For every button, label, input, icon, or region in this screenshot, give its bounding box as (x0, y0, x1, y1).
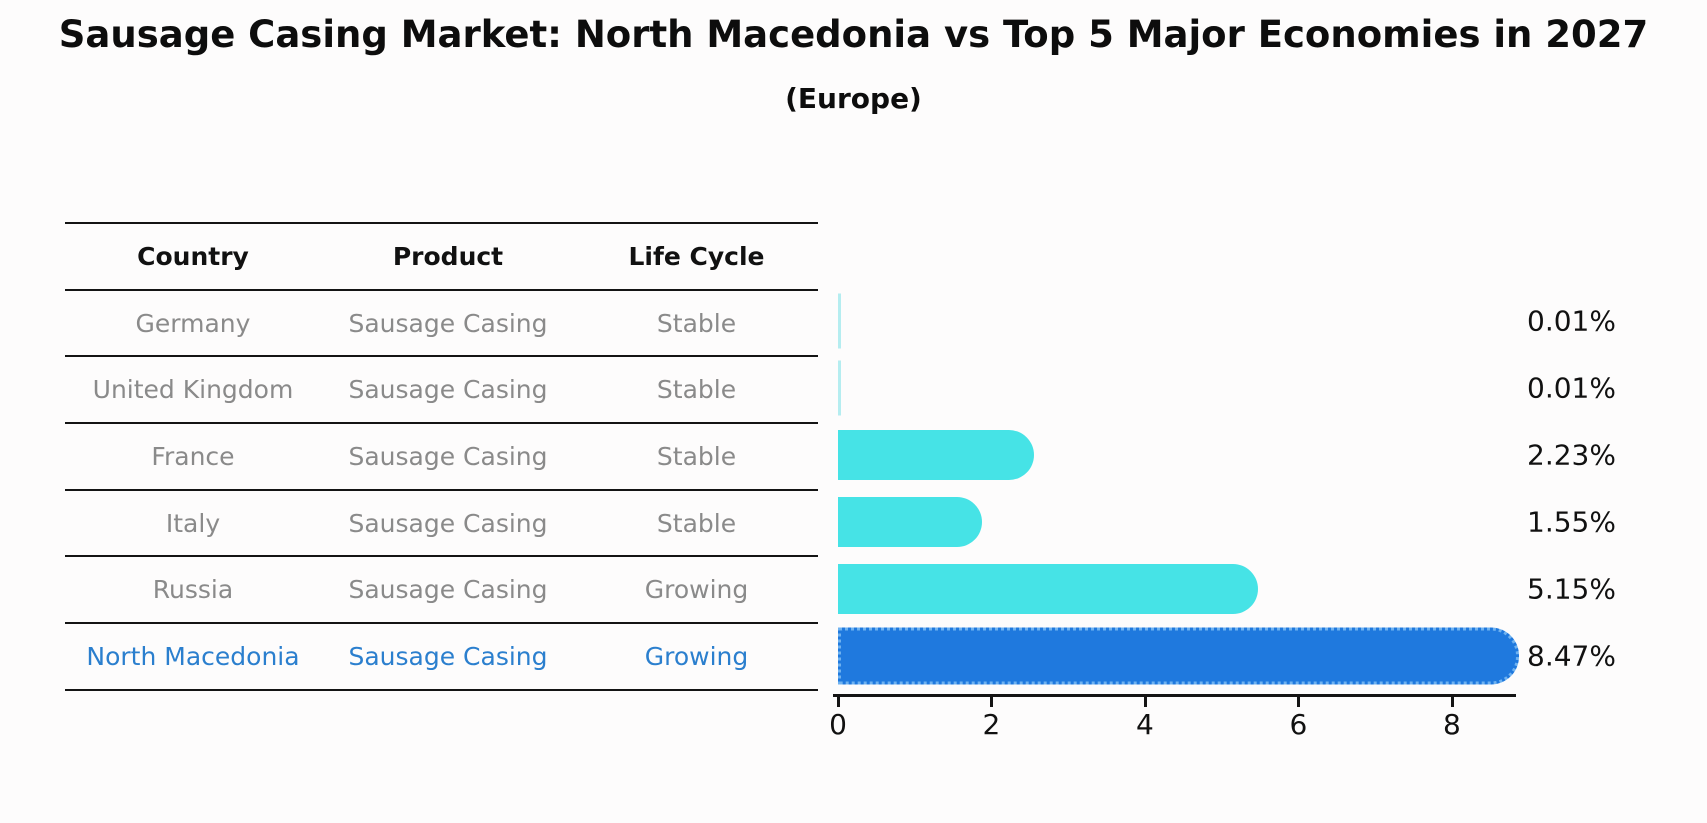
table-row-germany: Germany Sausage Casing Stable (65, 291, 818, 358)
cell-country: North Macedonia (86, 641, 300, 671)
bar-north-macedonia (838, 627, 1519, 685)
cell-life-cycle: Stable (656, 441, 737, 471)
table-row-france: France Sausage Casing Stable (65, 424, 818, 491)
x-axis-tick-label: 2 (982, 708, 1001, 741)
table-row-north-macedonia: North Macedonia Sausage Casing Growing (65, 624, 818, 691)
cell-life-cycle: Growing (644, 641, 749, 671)
cell-life-cycle: Stable (656, 375, 737, 405)
x-axis-tick-6 (1297, 697, 1301, 707)
value-label-russia: 5.15% (1527, 572, 1616, 606)
bar-chart: 0.01% 0.01% 2.23% 1.55% 5.15% 8.47% (0, 288, 1707, 690)
value-label-france: 2.23% (1527, 438, 1616, 472)
cell-product: Sausage Casing (348, 641, 548, 671)
table-row-italy: Italy Sausage Casing Stable (65, 491, 818, 558)
x-axis-line (833, 694, 1516, 697)
x-axis-tick-0 (837, 697, 840, 707)
value-label-united-kingdom: 0.01% (1527, 371, 1616, 405)
col-header-product: Product (392, 241, 504, 271)
bar-united-kingdom (838, 360, 841, 416)
country-table: Country Product Life Cycle Germany Sausa… (65, 222, 818, 691)
cell-country: Russia (152, 575, 234, 605)
table-row-united-kingdom: United Kingdom Sausage Casing Stable (65, 357, 818, 425)
chart-subtitle: (Europe) (785, 82, 922, 115)
cell-life-cycle: Growing (644, 575, 749, 605)
x-axis-tick-label: 0 (829, 708, 847, 741)
x-axis-tick-label: 8 (1443, 708, 1461, 741)
cell-product: Sausage Casing (348, 575, 548, 605)
col-header-life-cycle: Life Cycle (628, 241, 765, 271)
cell-country: France (151, 441, 235, 471)
cell-country: Germany (135, 308, 251, 338)
bar-row-germany: 0.01% (0, 288, 1707, 355)
chart-title: Sausage Casing Market: North Macedonia v… (58, 13, 1649, 56)
bar-row-italy: 1.55% (0, 489, 1707, 556)
bar-row-russia: 5.15% (0, 555, 1707, 622)
bar-row-north-macedonia: 8.47% (0, 622, 1707, 689)
x-axis-tick-label: 4 (1136, 708, 1154, 741)
value-label-italy: 1.55% (1527, 505, 1616, 539)
cell-product: Sausage Casing (348, 375, 548, 405)
bar-row-france: 2.23% (0, 422, 1707, 489)
cell-product: Sausage Casing (348, 308, 548, 338)
x-axis-tick-2 (990, 697, 994, 707)
cell-product: Sausage Casing (348, 441, 548, 471)
table-header-row: Country Product Life Cycle (65, 224, 818, 291)
cell-life-cycle: Stable (656, 508, 737, 538)
bar-italy (838, 496, 982, 547)
x-axis-tick-label: 6 (1289, 708, 1308, 741)
bar-france (838, 430, 1035, 481)
x-axis-tick-4 (1143, 697, 1147, 707)
bar-row-united-kingdom: 0.01% (0, 355, 1707, 422)
value-label-north-macedonia: 8.47% (1527, 639, 1616, 673)
col-header-country: Country (137, 241, 249, 271)
table-row-russia: Russia Sausage Casing Growing (65, 557, 818, 625)
cell-life-cycle: Stable (656, 308, 737, 338)
cell-country: Italy (165, 508, 221, 538)
cell-product: Sausage Casing (348, 508, 548, 538)
bar-germany (838, 293, 841, 349)
value-label-germany: 0.01% (1527, 304, 1616, 338)
cell-country: United Kingdom (92, 375, 294, 405)
bar-russia (838, 563, 1259, 614)
x-axis-tick-8 (1450, 697, 1454, 707)
